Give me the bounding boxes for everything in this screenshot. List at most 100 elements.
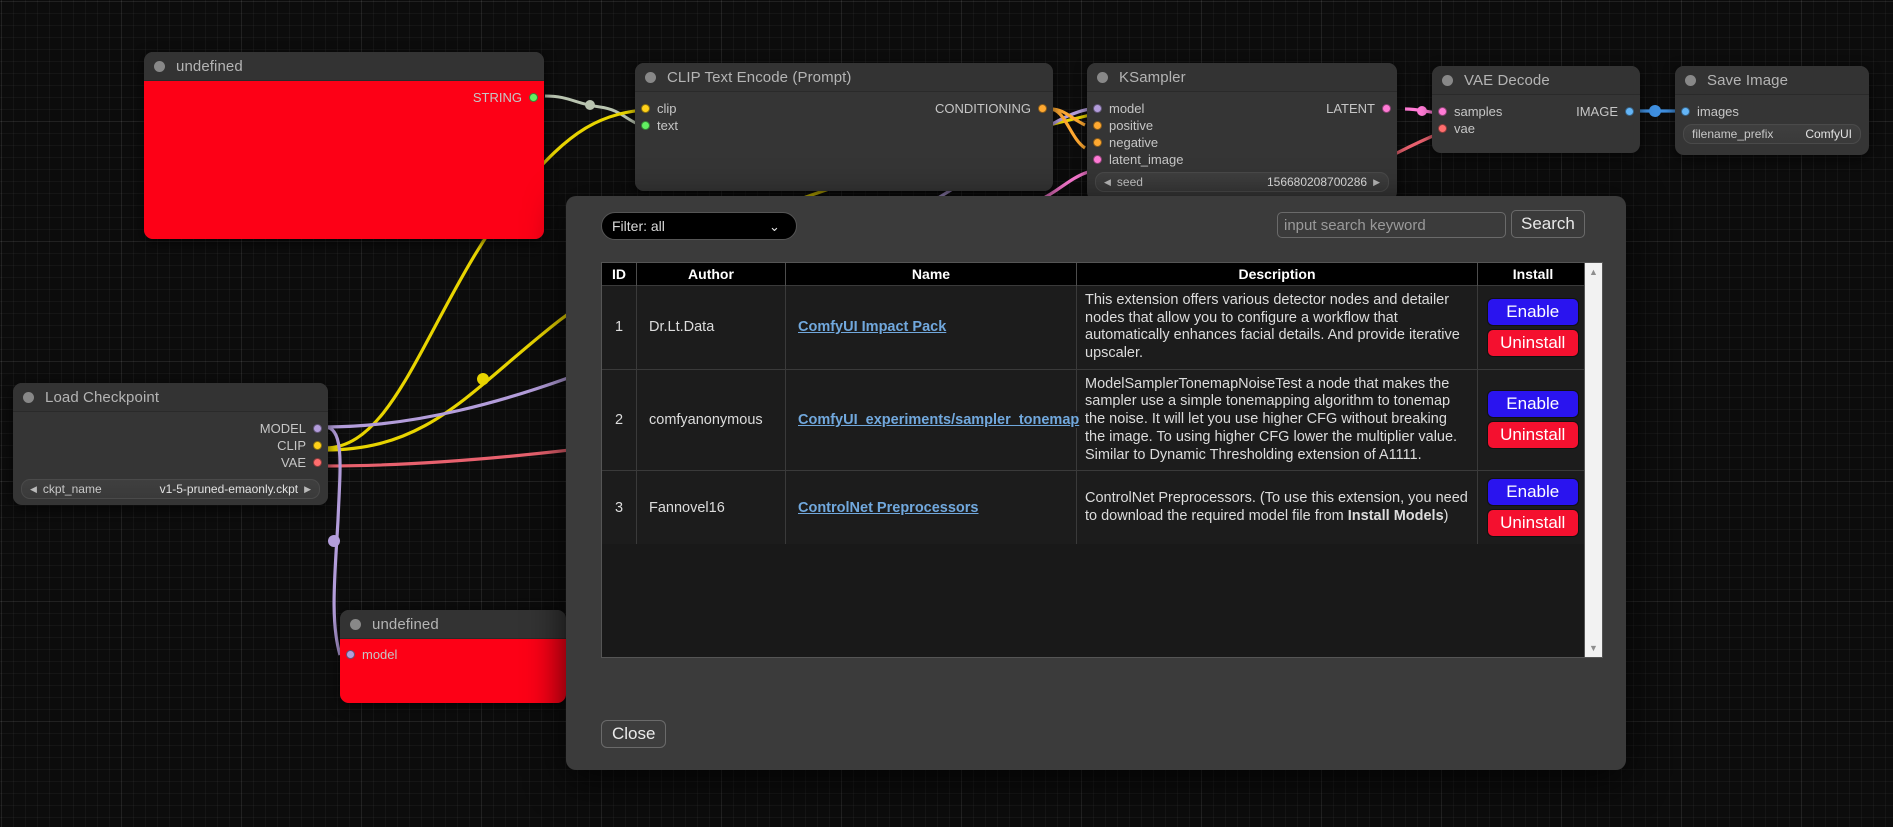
input-port-dot[interactable] bbox=[641, 104, 650, 113]
widget-seed[interactable]: ◀ seed 156680208700286 ▶ bbox=[1095, 172, 1389, 192]
node-title-bar[interactable]: undefined bbox=[144, 52, 544, 81]
node-clip-text-encode[interactable]: CLIP Text Encode (Prompt) clip CONDITION… bbox=[635, 63, 1053, 191]
uninstall-button[interactable]: Uninstall bbox=[1486, 421, 1579, 450]
widget-value[interactable]: 156680208700286 bbox=[1266, 175, 1368, 189]
node-input-vae[interactable]: vae bbox=[1432, 120, 1640, 137]
node-title-bar[interactable]: Save Image bbox=[1675, 66, 1869, 95]
input-label: latent_image bbox=[1109, 152, 1184, 167]
output-label: VAE bbox=[280, 455, 306, 470]
widget-ckpt-name[interactable]: ◀ ckpt_name v1-5-pruned-emaonly.ckpt ▶ bbox=[21, 479, 320, 499]
enable-button[interactable]: Enable bbox=[1486, 478, 1579, 507]
node-undefined-string[interactable]: undefined STRING bbox=[144, 52, 544, 239]
node-undefined-model[interactable]: undefined model bbox=[340, 610, 566, 703]
node-input-text[interactable]: text bbox=[635, 117, 1053, 134]
node-ksampler[interactable]: KSampler model LATENT positive negative bbox=[1087, 63, 1397, 201]
node-output-image[interactable]: IMAGE bbox=[1576, 103, 1640, 120]
cell-id: 2 bbox=[602, 368, 637, 471]
widget-label: filename_prefix bbox=[1692, 127, 1774, 141]
node-title-bar[interactable]: KSampler bbox=[1087, 63, 1397, 92]
node-load-checkpoint[interactable]: Load Checkpoint MODEL CLIP VAE ◀ ckpt_na… bbox=[13, 383, 328, 505]
enable-button[interactable]: Enable bbox=[1486, 297, 1579, 326]
input-label: images bbox=[1697, 104, 1739, 119]
node-input-negative[interactable]: negative bbox=[1087, 134, 1397, 151]
node-title-bar[interactable]: Load Checkpoint bbox=[13, 383, 328, 412]
node-input-clip[interactable]: clip bbox=[635, 100, 677, 117]
collapse-dot-icon[interactable] bbox=[23, 391, 34, 403]
uninstall-button[interactable]: Uninstall bbox=[1486, 509, 1579, 538]
extensions-table-scrollarea[interactable]: ID Author Name Description Install 1 Dr.… bbox=[602, 263, 1584, 657]
input-port-dot[interactable] bbox=[1681, 107, 1690, 116]
node-input-samples[interactable]: samples bbox=[1432, 103, 1502, 120]
node-input-latent-image[interactable]: latent_image bbox=[1087, 151, 1397, 168]
output-port-dot[interactable] bbox=[313, 441, 322, 450]
filter-select[interactable]: Filter: allFilter: installedFilter: not-… bbox=[601, 212, 797, 240]
node-output-model[interactable]: MODEL bbox=[13, 420, 328, 437]
node-title-bar[interactable]: CLIP Text Encode (Prompt) bbox=[635, 63, 1053, 92]
collapse-dot-icon[interactable] bbox=[645, 71, 656, 83]
output-port-dot[interactable] bbox=[313, 458, 322, 467]
table-scrollbar[interactable]: ▲ ▼ bbox=[1584, 263, 1602, 657]
output-port-dot[interactable] bbox=[313, 424, 322, 433]
node-body: STRING bbox=[144, 81, 544, 239]
search-button[interactable]: Search bbox=[1511, 210, 1585, 238]
output-port-dot[interactable] bbox=[1625, 107, 1634, 116]
input-port-dot[interactable] bbox=[1438, 107, 1447, 116]
close-button[interactable]: Close bbox=[601, 720, 667, 748]
input-port-dot[interactable] bbox=[1093, 155, 1102, 164]
decrement-arrow-icon[interactable]: ◀ bbox=[1104, 176, 1111, 187]
increment-arrow-icon[interactable]: ▶ bbox=[1373, 176, 1380, 187]
cell-id: 3 bbox=[602, 470, 637, 545]
node-input-model[interactable]: model bbox=[1087, 100, 1144, 117]
input-label: text bbox=[657, 118, 678, 133]
node-title-text: Save Image bbox=[1707, 71, 1789, 89]
dialog-toolbar: Filter: allFilter: installedFilter: not-… bbox=[566, 210, 1626, 250]
column-header-description: Description bbox=[1076, 263, 1478, 286]
scroll-up-arrow-icon[interactable]: ▲ bbox=[1589, 267, 1598, 277]
node-output-conditioning[interactable]: CONDITIONING bbox=[935, 100, 1053, 117]
cell-install: Enable Uninstall bbox=[1477, 470, 1584, 545]
node-vae-decode[interactable]: VAE Decode samples IMAGE vae bbox=[1432, 66, 1640, 153]
node-input-model[interactable]: model bbox=[340, 646, 566, 663]
enable-button[interactable]: Enable bbox=[1486, 390, 1579, 419]
node-output-string[interactable]: STRING bbox=[144, 89, 544, 106]
node-body: model LATENT positive negative latent_im… bbox=[1087, 92, 1397, 192]
decrement-arrow-icon[interactable]: ◀ bbox=[30, 483, 37, 494]
output-label: LATENT bbox=[1326, 101, 1375, 116]
column-header-id: ID bbox=[602, 263, 637, 286]
widget-filename-prefix[interactable]: filename_prefix ComfyUI bbox=[1683, 124, 1861, 144]
widget-value[interactable]: v1-5-pruned-emaonly.ckpt bbox=[159, 482, 299, 496]
extension-link[interactable]: ControlNet Preprocessors bbox=[798, 499, 979, 516]
collapse-dot-icon[interactable] bbox=[350, 618, 361, 630]
output-port-dot[interactable] bbox=[1382, 104, 1391, 113]
node-input-positive[interactable]: positive bbox=[1087, 117, 1397, 134]
input-port-dot[interactable] bbox=[641, 121, 650, 130]
collapse-dot-icon[interactable] bbox=[1097, 71, 1108, 83]
cell-author: Dr.Lt.Data bbox=[636, 285, 786, 370]
node-output-vae[interactable]: VAE bbox=[13, 454, 328, 471]
output-port-dot[interactable] bbox=[1038, 104, 1047, 113]
collapse-dot-icon[interactable] bbox=[154, 60, 165, 72]
input-port-dot[interactable] bbox=[1093, 104, 1102, 113]
node-save-image[interactable]: Save Image images filename_prefix ComfyU… bbox=[1675, 66, 1869, 155]
node-title-bar[interactable]: VAE Decode bbox=[1432, 66, 1640, 95]
output-port-dot[interactable] bbox=[529, 93, 538, 102]
increment-arrow-icon[interactable]: ▶ bbox=[304, 483, 311, 494]
collapse-dot-icon[interactable] bbox=[1442, 74, 1453, 86]
scroll-down-arrow-icon[interactable]: ▼ bbox=[1589, 643, 1598, 653]
input-port-dot[interactable] bbox=[1093, 138, 1102, 147]
extension-link[interactable]: ComfyUI Impact Pack bbox=[798, 319, 947, 336]
extension-link[interactable]: ComfyUI_experiments/sampler_tonemap bbox=[798, 411, 1080, 428]
input-port-dot[interactable] bbox=[346, 650, 355, 659]
node-output-clip[interactable]: CLIP bbox=[13, 437, 328, 454]
collapse-dot-icon[interactable] bbox=[1685, 74, 1696, 86]
search-input[interactable] bbox=[1277, 212, 1506, 238]
output-label: CLIP bbox=[277, 438, 306, 453]
widget-value[interactable]: ComfyUI bbox=[1805, 127, 1852, 141]
input-port-dot[interactable] bbox=[1093, 121, 1102, 130]
cell-id: 1 bbox=[602, 285, 637, 370]
input-port-dot[interactable] bbox=[1438, 124, 1447, 133]
uninstall-button[interactable]: Uninstall bbox=[1486, 328, 1579, 357]
node-input-images[interactable]: images bbox=[1675, 103, 1869, 120]
node-title-bar[interactable]: undefined bbox=[340, 610, 566, 639]
node-output-latent[interactable]: LATENT bbox=[1326, 100, 1397, 117]
